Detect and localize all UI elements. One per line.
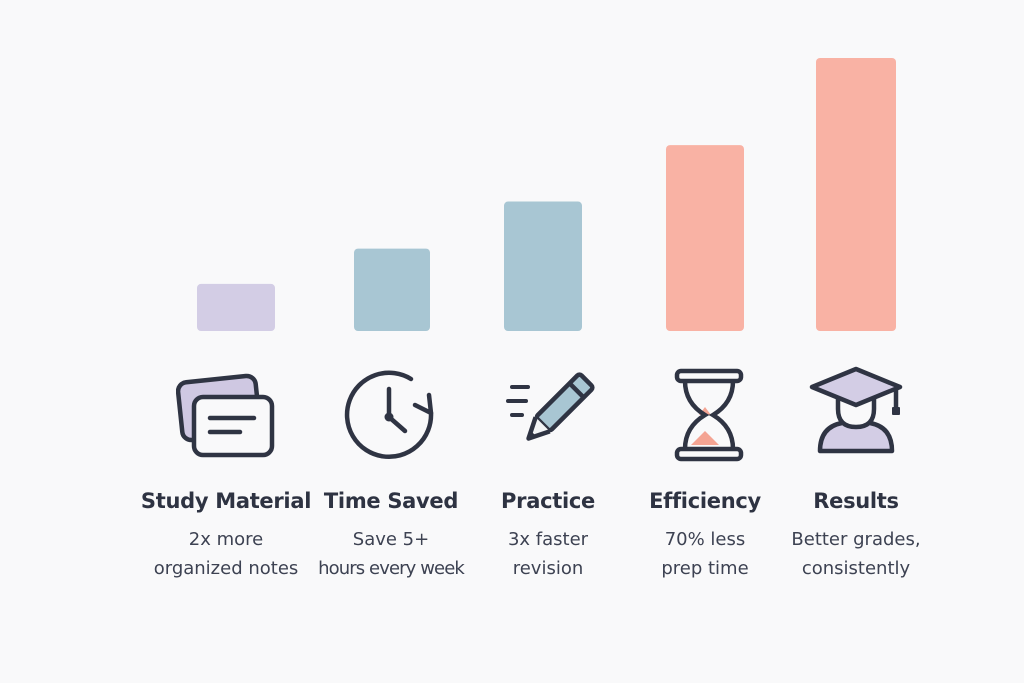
item-description-line2: consistently	[801, 558, 911, 579]
column-practice: Practice 3x faster revision	[458, 365, 638, 583]
item-title: Time Saved	[323, 489, 459, 513]
bar-time-saved	[354, 248, 430, 331]
item-title: Practice	[501, 489, 595, 513]
column-results: Results Better grades, consistently	[766, 365, 946, 583]
hourglass-icon	[655, 365, 755, 465]
bar-study-material	[197, 283, 275, 331]
flashcards-icon	[176, 365, 276, 465]
column-time-saved: Time Saved Save 5+ hours every week	[301, 365, 481, 583]
item-title: Results	[813, 489, 899, 513]
pencil-icon	[498, 365, 598, 465]
item-description: 70% less prep time	[661, 525, 748, 583]
bar-efficiency	[666, 145, 744, 331]
item-description-line2: prep time	[661, 558, 749, 579]
item-description-line1: Better grades,	[791, 529, 921, 550]
clock-refresh-icon	[341, 365, 441, 465]
column-efficiency: Efficiency 70% less prep time	[615, 365, 795, 583]
graduate-icon	[806, 365, 906, 465]
item-description-line1: 3x faster	[507, 529, 589, 550]
item-description-line1: 70% less	[664, 529, 746, 550]
item-description-line2: organized notes	[153, 558, 299, 579]
column-study-material: Study Material 2x more organized notes	[136, 365, 316, 583]
item-title: Efficiency	[649, 489, 761, 513]
item-description: 3x faster revision	[508, 525, 588, 583]
item-description: Better grades, consistently	[791, 525, 920, 583]
bar-practice	[504, 201, 582, 331]
item-description-line1: 2x more	[188, 529, 264, 550]
bar-results	[816, 58, 896, 331]
item-description: 2x more organized notes	[154, 525, 299, 583]
item-description-line2: hours every week	[318, 558, 465, 579]
item-description-line2: revision	[512, 558, 584, 579]
item-description-line1: Save 5+	[352, 529, 430, 550]
item-title: Study Material	[140, 489, 312, 513]
bars-group	[197, 58, 896, 331]
item-description: Save 5+ hours every week	[318, 525, 465, 583]
